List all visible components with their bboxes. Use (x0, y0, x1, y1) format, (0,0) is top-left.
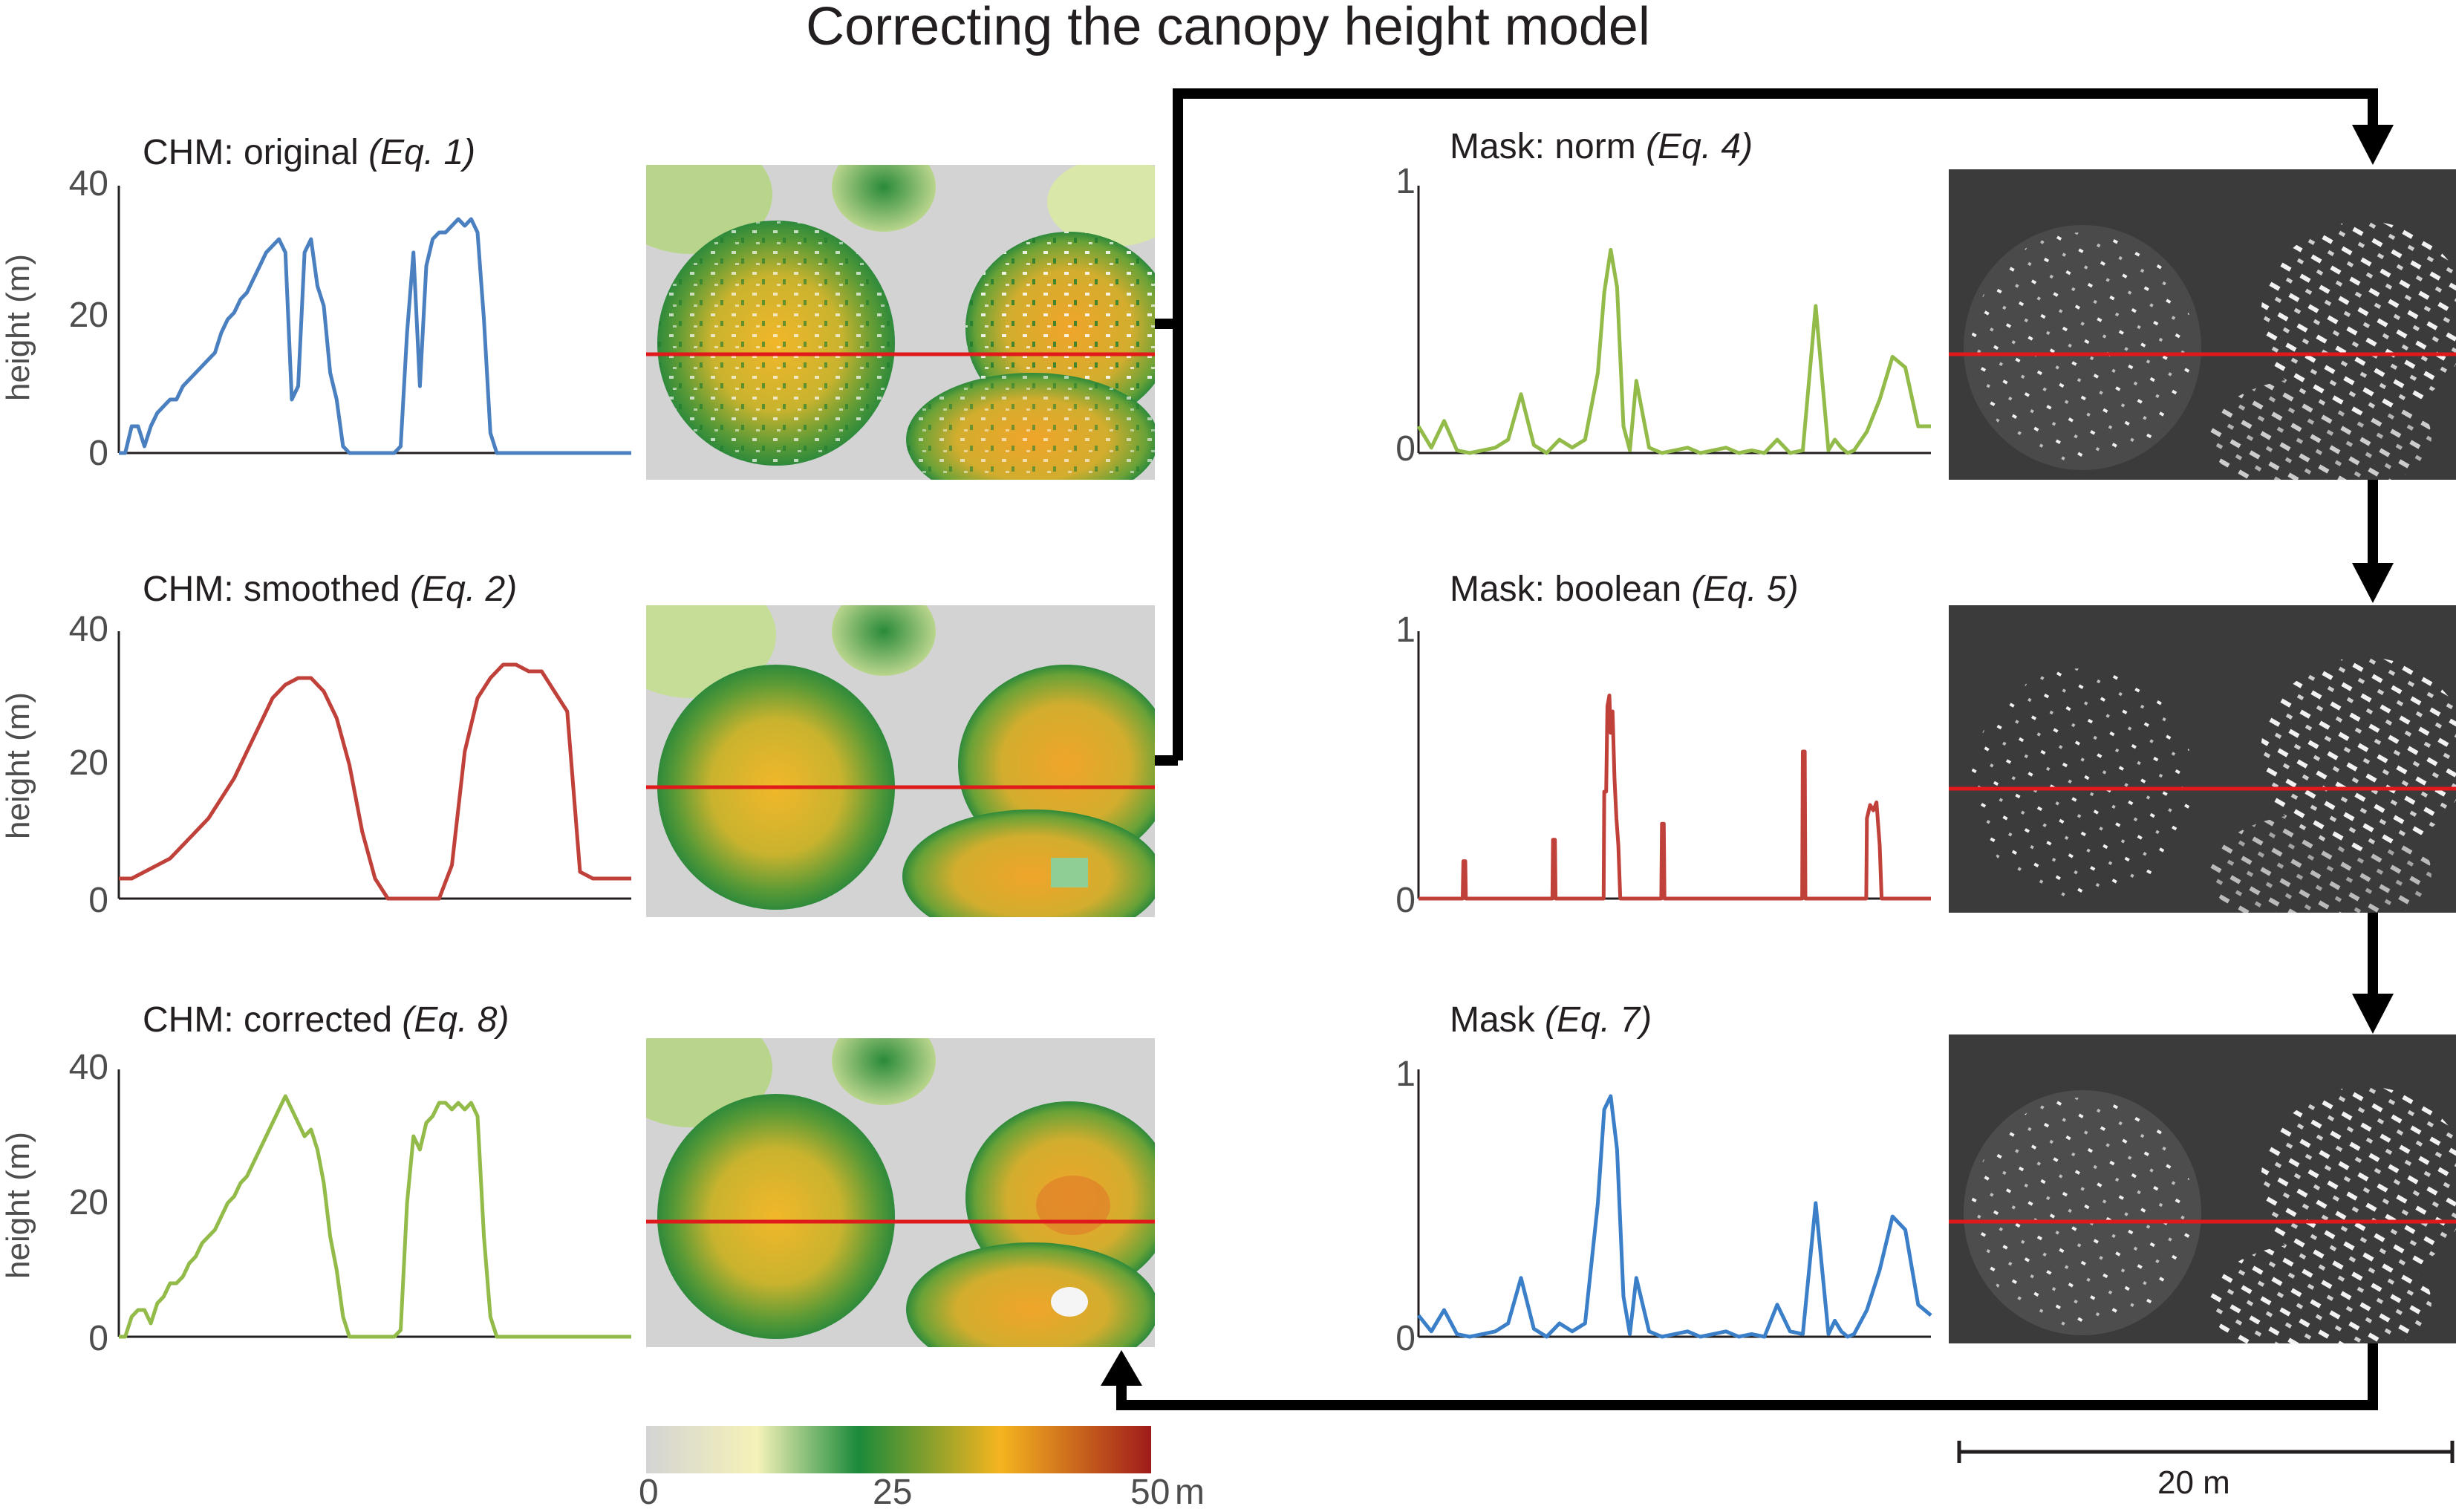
y-tick-label: 1 (1395, 162, 1416, 201)
y-tick-label: 20 (68, 1183, 108, 1222)
y-tick-label: 1 (1395, 1055, 1416, 1094)
y-tick-label: 40 (68, 1048, 108, 1087)
panel-title-mask-final: Mask (Eq. 7) (1450, 1000, 1652, 1041)
mask-crown-texture (2209, 813, 2431, 913)
series-line (119, 662, 631, 901)
panel-title-chm-smoothed: CHM: smoothed (Eq. 2) (143, 569, 517, 610)
chart-mask-norm (1416, 186, 1931, 455)
mask-crown-texture (1971, 1098, 2194, 1328)
mask-crown-texture (2261, 657, 2456, 850)
y-tick-label: 1 (1395, 610, 1416, 650)
panel-title-text: Mask (1450, 1000, 1535, 1040)
y-tick-label: 20 (68, 296, 108, 335)
arrow-head-down (2352, 563, 2394, 603)
y-tick-label: 0 (1395, 881, 1416, 920)
panel-title-eq: (Eq. 2) (410, 570, 518, 609)
heatmap-crown-texture (906, 373, 1155, 480)
panel-title-eq: (Eq. 1) (368, 133, 476, 172)
series-line (1418, 693, 1931, 901)
series-line (1416, 247, 1931, 455)
y-tick-label: 0 (88, 881, 108, 920)
panel-title-eq: (Eq. 5) (1691, 570, 1799, 609)
chart-chm-original (117, 186, 631, 455)
mask-crown-texture (2209, 377, 2431, 480)
panel-title-chm-original: CHM: original (Eq. 1) (143, 132, 475, 174)
panel-title-text: CHM: original (143, 133, 359, 172)
heatmap-crown (902, 809, 1155, 917)
chm-original-heatmap (646, 165, 1155, 480)
scale-bar-label: 20 m (2157, 1464, 2230, 1501)
chm-corrected-heatmap (646, 1038, 1155, 1347)
panel-title-mask-norm: Mask: norm (Eq. 4) (1450, 126, 1753, 168)
series-line (119, 217, 631, 455)
mask-crown-texture (2209, 1242, 2431, 1343)
panel-title-chm-corrected: CHM: corrected (Eq. 8) (143, 1000, 509, 1041)
heatmap-crown-texture (657, 221, 895, 466)
heatmap-gap (1051, 858, 1088, 887)
colorbar-unit: m (1175, 1473, 1205, 1512)
y-tick-label: 40 (68, 164, 108, 203)
colorbar (646, 1426, 1151, 1473)
heatmap-shrub (832, 605, 936, 676)
mask-final-image (1949, 1034, 2456, 1343)
colorbar-tick-label: 50 (1130, 1473, 1170, 1512)
mask-boolean-image (1949, 605, 2456, 913)
chart-mask-boolean (1417, 631, 1931, 901)
chart-chm-corrected (117, 1069, 631, 1339)
panel-title-text: CHM: corrected (143, 1000, 393, 1040)
mask-norm-image (1949, 169, 2456, 480)
panel-title-text: CHM: smoothed (143, 570, 400, 609)
scale-bar (1957, 1441, 2455, 1463)
y-tick-label: 20 (68, 743, 108, 783)
arrow-head-up (1101, 1350, 1142, 1386)
flow-connector (1173, 88, 2378, 760)
panel-title-text: Mask: norm (1450, 127, 1636, 166)
series-line (1417, 1094, 1932, 1339)
heatmap-shrub (832, 165, 936, 232)
y-tick-label: 0 (88, 434, 108, 473)
mask-crown-texture (2261, 221, 2456, 414)
heatmap-crown (657, 1094, 895, 1339)
mask-crown-texture (1971, 232, 2194, 463)
series-line (119, 1094, 631, 1339)
y-tick-label: 0 (1395, 429, 1416, 469)
panel-title-eq: (Eq. 4) (1646, 127, 1753, 166)
y-tick-label: 0 (88, 1319, 108, 1358)
colorbar-gradient (646, 1426, 1151, 1473)
panel-title-eq: (Eq. 8) (402, 1000, 509, 1040)
colorbar-tick-label: 0 (639, 1473, 659, 1512)
heatmap-shrub (1047, 165, 1155, 247)
panel-title-mask-boolean: Mask: boolean (Eq. 5) (1450, 569, 1799, 610)
figure-title: Correcting the canopy height model (806, 0, 1650, 56)
y-tick-label: 40 (68, 610, 108, 649)
chart-chm-smoothed (117, 631, 631, 901)
y-tick-label: 0 (1395, 1319, 1416, 1358)
heatmap-shrub (832, 1038, 936, 1105)
arrow-head-down (2352, 125, 2394, 165)
heatmap-crown (906, 1242, 1155, 1347)
mask-crown-texture (1971, 668, 2194, 899)
flow-connector (1116, 1343, 2378, 1410)
panel-title-text: Mask: boolean (1450, 570, 1682, 609)
arrow-head-down (2352, 994, 2394, 1034)
chart-mask-final (1417, 1069, 1932, 1339)
heatmap-gap (1051, 1287, 1088, 1317)
mask-crown-texture (2261, 1086, 2456, 1280)
chm-smoothed-heatmap (646, 605, 1155, 917)
colorbar-tick-label: 25 (873, 1473, 913, 1512)
panel-title-eq: (Eq. 7) (1545, 1000, 1652, 1040)
